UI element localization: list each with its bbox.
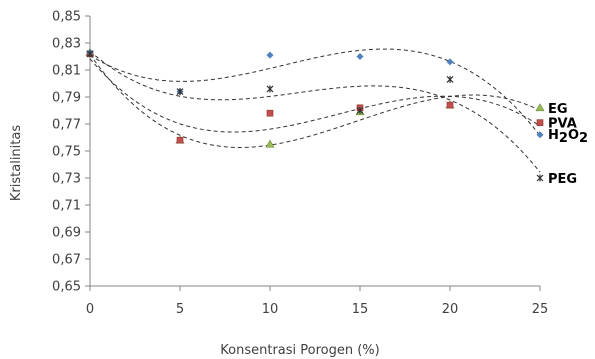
data-points: [85, 47, 545, 182]
data-point-peg: [176, 88, 184, 96]
y-tick-label: 0,79: [52, 91, 81, 106]
y-tick-label: 0,85: [52, 10, 81, 25]
data-point-eg: [265, 139, 275, 148]
x-tick-label: 10: [262, 302, 279, 317]
y-tick-label: 0,69: [52, 226, 81, 241]
trendline-eg: [89, 54, 541, 148]
y-axis-title: Kristalinitas: [9, 125, 24, 201]
x-tick-label: 15: [352, 302, 369, 317]
y-tick-label: 0,83: [52, 37, 81, 52]
y-tick-label: 0,71: [52, 199, 81, 214]
series-label-pva: PVA: [548, 117, 577, 132]
data-point-h2o2: [266, 51, 274, 59]
x-axis-title: Konsentrasi Porogen (%): [220, 343, 379, 358]
data-point-peg: [536, 174, 544, 182]
y-tick-label: 0,67: [52, 253, 81, 268]
trendline-pva: [89, 58, 541, 133]
data-point-pva: [446, 101, 454, 109]
trendline-h2o2: [89, 48, 541, 136]
series-label-h2o2: H2O2: [548, 128, 588, 146]
trendline-peg: [89, 50, 541, 173]
data-point-pva: [266, 109, 274, 117]
series-label-eg: EG: [548, 102, 568, 117]
y-tick-label: 0,75: [52, 145, 81, 160]
x-tick-label: 20: [442, 302, 459, 317]
data-point-peg: [356, 107, 364, 114]
data-point-peg: [266, 85, 274, 93]
x-ticks: 0 5 10 15 20 25: [86, 286, 548, 317]
data-point-eg: [535, 103, 545, 112]
y-tick-label: 0,77: [52, 118, 81, 133]
x-tick-label: 0: [86, 302, 94, 317]
data-point-h2o2: [446, 58, 454, 66]
data-point-pva: [536, 119, 544, 126]
data-point-h2o2: [536, 131, 544, 139]
data-point-h2o2: [356, 53, 364, 60]
data-point-peg: [86, 50, 94, 58]
y-tick-label: 0,65: [52, 280, 81, 295]
y-tick-label: 0,73: [52, 172, 81, 187]
series-label-peg: PEG: [548, 172, 577, 187]
x-tick-label: 25: [532, 302, 549, 317]
y-tick-label: 0,81: [52, 64, 81, 79]
data-point-peg: [446, 75, 454, 83]
trendlines: [89, 48, 541, 173]
y-ticks: 0,65 0,67 0,69 0,71 0,73 0,75 0,77 0,79 0,81 0,83…: [52, 10, 90, 295]
data-point-pva: [176, 136, 184, 144]
x-tick-label: 5: [176, 302, 184, 317]
